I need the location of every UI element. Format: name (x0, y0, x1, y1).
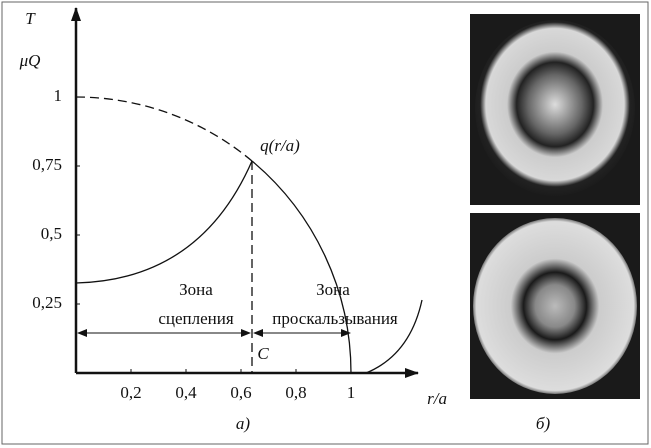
zone-label: Зона (316, 280, 350, 299)
side-curve (365, 299, 423, 374)
zone-label: проскальзывания (272, 309, 398, 328)
x-tick-label: 0,8 (285, 383, 306, 402)
y-tick-label: 0,75 (32, 155, 62, 174)
zone-label: сцепления (158, 309, 234, 328)
photo-contact (475, 20, 635, 196)
y-label: μQ (19, 51, 41, 70)
caption: а) (236, 414, 251, 433)
point-label: q(r/a) (260, 136, 300, 155)
inner-curve (75, 160, 253, 284)
dashed-curve (75, 96, 253, 162)
photo-contact (473, 218, 637, 394)
y-tick-label: 0,25 (32, 293, 62, 312)
caption: б) (536, 414, 551, 433)
x-label: r/a (427, 389, 447, 408)
boundary-label: C (257, 344, 269, 363)
x-tick-label: 0,6 (230, 383, 251, 402)
zone-label: Зона (179, 280, 213, 299)
x-tick-label: 0,2 (120, 383, 141, 402)
x-tick-label: 0,4 (175, 383, 197, 402)
y-label-top: T (25, 9, 36, 28)
y-tick-label: 1 (54, 86, 63, 105)
outer-curve (251, 160, 352, 374)
x-tick-label: 1 (347, 383, 356, 402)
plot: T μQ r/a q(r/a) C Зона сцепления Зона пр… (19, 7, 447, 433)
y-tick-label: 0,5 (41, 224, 62, 243)
